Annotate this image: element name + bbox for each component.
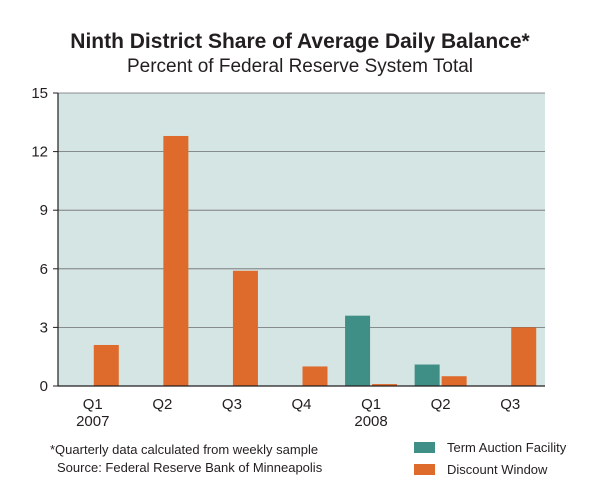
plot-area-background <box>58 93 545 386</box>
legend-swatch-term-auction-facility <box>414 441 435 453</box>
x-tick-label: Q1 2007 <box>76 396 109 430</box>
x-tick-label: Q2 <box>152 396 172 413</box>
source-note: Source: Federal Reserve Bank of Minneapo… <box>57 460 323 475</box>
x-tick-label: Q4 <box>291 396 311 413</box>
bar-chart: 0 3 6 9 12 15 Q1 2007 Q2 Q3 Q4 Q1 2008 Q2 Q3 <box>31 85 545 430</box>
bar-term-auction-facility <box>345 315 371 386</box>
x-tick-label: Q3 <box>222 396 242 413</box>
legend-label: Term Auction Facility <box>447 439 567 455</box>
x-axis-labels: Q1 2007 Q2 Q3 Q4 Q1 2008 Q2 Q3 <box>76 396 520 430</box>
chart-subtitle: Percent of Federal Reserve System Total <box>126 56 474 77</box>
bar-discount-window <box>163 135 189 386</box>
legend-item-term-auction-facility: Term Auction Facility <box>414 437 566 457</box>
chart-notes: *Quarterly data calculated from weekly s… <box>50 441 322 477</box>
footnote: *Quarterly data calculated from weekly s… <box>50 442 319 457</box>
chart-title: Ninth District Share of Average Daily Ba… <box>70 30 530 53</box>
bar-discount-window <box>232 270 258 386</box>
y-tick-label: 15 <box>31 85 48 102</box>
bar-discount-window <box>93 344 119 386</box>
legend: Term Auction Facility Discount Window <box>414 437 566 481</box>
y-tick-label: 9 <box>40 202 48 219</box>
x-tick-label: Q1 2008 <box>354 396 387 430</box>
y-tick-label: 12 <box>31 144 48 161</box>
y-tick-label: 6 <box>40 261 48 278</box>
bars <box>93 135 537 386</box>
x-tick-label: Q2 <box>431 396 451 413</box>
y-axis-ticks: 0 3 6 9 12 15 <box>31 85 58 395</box>
gridlines <box>58 92 545 328</box>
legend-swatch-discount-window <box>414 463 435 475</box>
bar-discount-window <box>372 384 398 386</box>
x-tick-label: Q3 <box>500 396 520 413</box>
legend-item-discount-window: Discount Window <box>414 459 566 479</box>
bar-discount-window <box>441 376 467 386</box>
y-tick-label: 0 <box>40 378 48 395</box>
bar-discount-window <box>302 366 328 386</box>
bar-term-auction-facility <box>414 364 440 386</box>
bar-discount-window <box>511 327 537 386</box>
legend-label: Discount Window <box>447 461 548 477</box>
y-tick-label: 3 <box>40 319 48 336</box>
